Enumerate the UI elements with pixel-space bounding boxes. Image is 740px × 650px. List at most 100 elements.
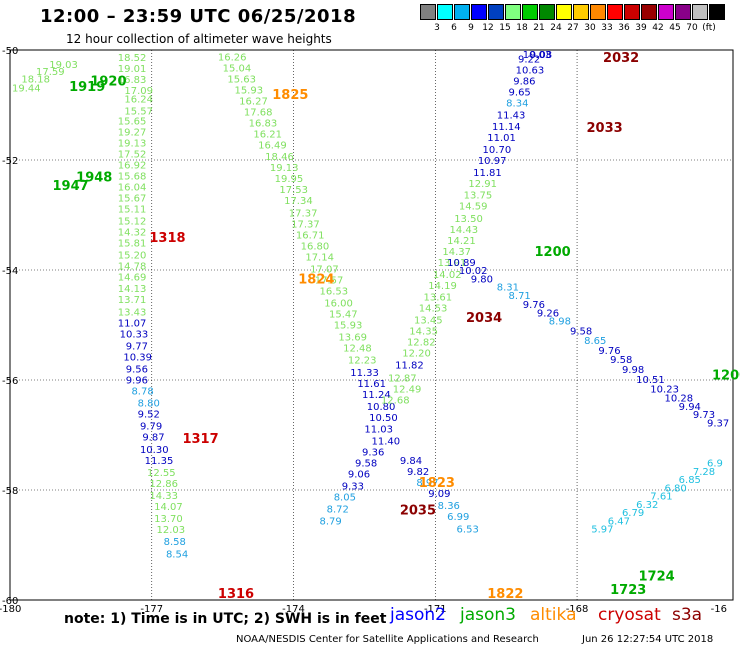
wave-height-value: 16.26 — [218, 53, 247, 64]
wave-height-value: 8.31 — [497, 283, 519, 294]
wave-height-value: 9.65 — [509, 87, 531, 98]
wave-height-value: 7.28 — [693, 467, 715, 478]
page-title: 12:00 – 23:59 UTC 06/25/2018 — [40, 6, 357, 27]
pass-time-label: 1318 — [149, 231, 185, 246]
wave-height-value: 17.57 — [315, 275, 344, 286]
color-swatch — [420, 4, 436, 20]
lat-tick-label: -52 — [2, 156, 18, 167]
wave-height-value: 9.79 — [140, 422, 162, 433]
wave-height-value: 10.23 — [650, 384, 679, 395]
wave-height-value: 15.20 — [118, 251, 147, 262]
wave-height-value: 9.26 — [537, 308, 559, 319]
wave-height-value: 8.34 — [506, 98, 528, 109]
pass-time-label: 1316 — [218, 587, 254, 602]
pass-time-label: 1948 — [76, 171, 112, 186]
wave-height-value: 8.72 — [327, 505, 349, 516]
wave-height-value: 15.57 — [124, 107, 153, 118]
color-swatch — [437, 4, 453, 20]
wave-height-value: 9.73 — [693, 410, 715, 421]
wave-height-value: 6.47 — [608, 516, 630, 527]
wave-height-value: 11.81 — [473, 168, 502, 179]
wave-height-value: 17.09 — [124, 86, 153, 97]
wave-height-value: 18.18 — [21, 75, 50, 86]
wave-height-value: 16.71 — [296, 230, 325, 241]
wave-height-value: 12.91 — [468, 179, 497, 190]
wave-height-value: 9.77 — [126, 341, 148, 352]
wave-height-value: 10.97 — [478, 156, 507, 167]
color-swatch — [709, 4, 725, 20]
pass-time-label: 2035 — [400, 503, 436, 518]
wave-height-value: 13.75 — [464, 191, 493, 202]
units-note: note: 1) Time is in UTC; 2) SWH is in fe… — [64, 611, 387, 627]
color-scale-label: 30 — [584, 23, 596, 33]
wave-height-value: 9.86 — [513, 76, 535, 87]
wave-height-value: 8.54 — [166, 549, 188, 560]
wave-height-value: 10.80 — [367, 402, 396, 413]
wave-height-value: 14.19 — [428, 281, 457, 292]
wave-height-value: 13.61 — [423, 292, 452, 303]
credit-text: NOAA/NESDIS Center for Satellite Applica… — [236, 634, 539, 645]
wave-height-value: 9.82 — [407, 467, 429, 478]
wave-height-value: 14.33 — [149, 491, 178, 502]
color-swatch — [692, 4, 708, 20]
wave-height-value: 10.70 — [483, 145, 512, 156]
wave-height-value: 9.58 — [355, 459, 377, 470]
lon-tick-label: -168 — [566, 604, 589, 615]
wave-height-value: 6.99 — [447, 512, 469, 523]
wave-height-value: 10.63 — [516, 65, 545, 76]
color-swatch — [556, 4, 572, 20]
wave-height-value: 9.84 — [400, 456, 422, 467]
wave-height-value: 14.43 — [449, 225, 478, 236]
wave-height-value: 7.61 — [650, 492, 672, 503]
wave-height-value: 8.71 — [509, 291, 531, 302]
wave-height-value: 9.52 — [138, 410, 160, 421]
wave-height-value: 19.27 — [118, 127, 147, 138]
wave-height-value: 17.52 — [118, 149, 147, 160]
pass-time-label: 2033 — [587, 121, 623, 136]
wave-height-value: 12.68 — [381, 395, 410, 406]
wave-height-value: 9.22 — [518, 54, 540, 65]
wave-height-value: 8.58 — [164, 537, 186, 548]
color-swatch — [658, 4, 674, 20]
lon-tick-label: -16 — [711, 604, 727, 615]
wave-height-value: 11.01 — [487, 133, 516, 144]
lat-tick-label: -50 — [2, 46, 18, 57]
wave-height-value: 19.13 — [118, 138, 147, 149]
pass-time-label: 1920 — [90, 74, 126, 89]
wave-height-value: 11.03 — [364, 424, 393, 435]
wave-height-value: 8.65 — [584, 336, 606, 347]
wave-height-value: 13.43 — [118, 307, 147, 318]
color-swatch — [641, 4, 657, 20]
wave-height-value: 10.39 — [123, 352, 152, 363]
color-swatch — [488, 4, 504, 20]
pass-time-label: 1317 — [182, 432, 218, 447]
lat-tick-label: -56 — [2, 376, 18, 387]
wave-height-value: 9.33 — [342, 482, 364, 493]
pass-time-label: 1919 — [69, 80, 105, 95]
wave-height-value: 11.35 — [145, 456, 174, 467]
wave-height-value: 8.05 — [334, 493, 356, 504]
wave-height-value: 16.83 — [249, 119, 278, 130]
wave-height-value: 15.67 — [118, 193, 147, 204]
pass-time-label: 1200 — [535, 245, 571, 260]
wave-height-value: 16.53 — [320, 286, 349, 297]
wave-height-value: 13.70 — [154, 514, 183, 525]
wave-height-value: 17.34 — [284, 196, 313, 207]
lat-tick-label: -54 — [2, 266, 18, 277]
wave-height-value: 12.87 — [388, 373, 417, 384]
wave-height-value: 15.65 — [118, 116, 147, 127]
color-swatch — [454, 4, 470, 20]
lon-tick-label: -177 — [140, 604, 163, 615]
wave-height-value: 16.83 — [118, 75, 147, 86]
color-scale-label: 39 — [635, 23, 647, 33]
wave-height-value: 16.24 — [124, 94, 153, 105]
wave-height-value: 9.37 — [707, 418, 729, 429]
wave-height-value: 18.46 — [265, 152, 294, 163]
wave-height-value: 18.52 — [118, 53, 147, 64]
wave-height-value: 9.76 — [523, 300, 545, 311]
color-scale-label: 6 — [451, 23, 457, 33]
wave-height-value: 9.09 — [428, 489, 450, 500]
wave-height-value: 5.97 — [591, 525, 613, 536]
pass-time-label: 1822 — [487, 587, 523, 602]
lon-tick-label: -174 — [282, 604, 305, 615]
